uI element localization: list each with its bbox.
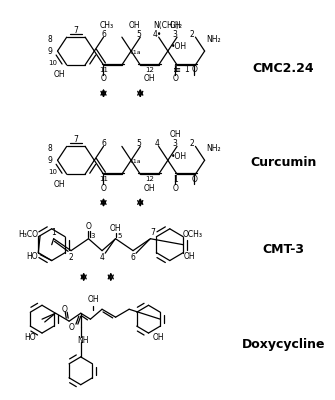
Text: Curcumin: Curcumin	[250, 156, 317, 169]
Text: 6: 6	[101, 30, 106, 39]
Text: 11: 11	[99, 67, 108, 73]
Text: 1: 1	[51, 228, 56, 237]
Text: 5: 5	[136, 139, 141, 148]
Text: O: O	[100, 184, 107, 192]
Text: ≡: ≡	[173, 65, 181, 75]
Text: O: O	[172, 74, 178, 83]
Text: OH: OH	[144, 184, 155, 192]
Text: OH: OH	[144, 74, 155, 83]
Text: OH: OH	[152, 332, 164, 342]
Text: 1: 1	[173, 66, 178, 74]
Text: OH: OH	[54, 70, 65, 79]
Text: OH: OH	[87, 295, 99, 304]
Text: •OH: •OH	[171, 152, 187, 161]
Text: 10: 10	[48, 60, 57, 66]
Text: 1: 1	[184, 66, 189, 74]
Text: N(CH₃)₂: N(CH₃)₂	[153, 21, 182, 30]
Text: 9: 9	[47, 46, 52, 56]
Text: O: O	[191, 175, 197, 184]
Text: O: O	[191, 66, 197, 74]
Text: 3: 3	[90, 233, 94, 239]
Text: OH: OH	[170, 21, 181, 30]
Text: OH: OH	[170, 130, 181, 139]
Text: 8: 8	[48, 144, 52, 153]
Text: CMC2.24: CMC2.24	[253, 62, 314, 76]
Text: 5: 5	[136, 30, 141, 39]
Text: 11a: 11a	[129, 50, 141, 55]
Text: 2: 2	[69, 253, 73, 262]
Text: 11a: 11a	[129, 159, 141, 164]
Text: NH: NH	[77, 336, 88, 344]
Text: 4: 4	[99, 253, 105, 262]
Text: OH: OH	[183, 252, 195, 261]
Text: 10: 10	[48, 169, 57, 175]
Text: H₃CO: H₃CO	[18, 230, 39, 239]
Text: 11: 11	[99, 176, 108, 182]
Text: OH: OH	[129, 21, 141, 30]
Text: 12: 12	[145, 176, 154, 182]
Text: CH₃: CH₃	[100, 21, 114, 30]
Text: O: O	[85, 222, 91, 231]
Text: OH: OH	[54, 180, 65, 189]
Text: 5: 5	[117, 233, 122, 239]
Text: NH₂: NH₂	[207, 35, 221, 44]
Text: 2: 2	[189, 30, 194, 39]
Text: 6: 6	[131, 253, 135, 262]
Text: O: O	[68, 323, 74, 332]
Text: 3: 3	[173, 30, 178, 39]
Text: •OH: •OH	[171, 42, 187, 51]
Text: HO: HO	[26, 252, 38, 261]
Text: 4•: 4•	[152, 30, 161, 39]
Text: 7: 7	[73, 26, 78, 35]
Text: OCH₃: OCH₃	[183, 230, 203, 239]
Text: HO: HO	[24, 332, 36, 342]
Text: 1: 1	[173, 175, 178, 184]
Text: O: O	[61, 305, 67, 314]
Text: NH₂: NH₂	[207, 144, 221, 153]
Text: 7: 7	[73, 135, 78, 144]
Text: O: O	[100, 74, 107, 83]
Text: 3: 3	[173, 139, 178, 148]
Text: 12: 12	[145, 67, 154, 73]
Text: 9: 9	[47, 156, 52, 165]
Text: O: O	[172, 184, 178, 192]
Text: Doxycycline: Doxycycline	[242, 338, 325, 352]
Text: 4: 4	[154, 139, 159, 148]
Text: OH: OH	[110, 224, 121, 233]
Text: CMT-3: CMT-3	[262, 243, 305, 256]
Text: 6: 6	[101, 139, 106, 148]
Text: 2: 2	[189, 139, 194, 148]
Text: 7: 7	[150, 228, 155, 237]
Text: 8: 8	[48, 35, 52, 44]
